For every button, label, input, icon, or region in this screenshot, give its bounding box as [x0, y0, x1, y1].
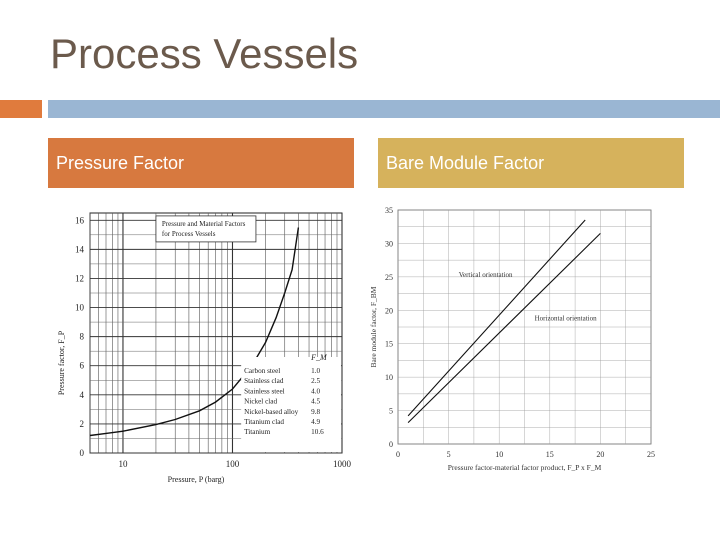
y-tick-label: 25 [385, 273, 393, 282]
legend-entry-value: 9.8 [311, 408, 320, 416]
pressure-factor-curve [89, 227, 300, 437]
legend-entry-value: 4.0 [311, 387, 320, 395]
x-tick-label: 15 [546, 450, 554, 459]
accent-bar-orange [0, 100, 42, 118]
y-tick-label: 12 [75, 273, 84, 283]
y-tick-label: 6 [80, 361, 85, 371]
x-tick-label: 100 [226, 459, 240, 469]
bare-module-factor-chart: 0 5 10 15 20 25 30 35 0 5 10 15 20 25 Pressure factor-… [369, 206, 655, 472]
y-tick-label: 8 [80, 332, 85, 342]
y-tick-label: 10 [385, 373, 393, 382]
inset-title-line: for Process Vessels [162, 230, 216, 238]
inset-title-box [155, 215, 257, 243]
legend-entry-value: 4.9 [311, 418, 320, 426]
legend-entry-value: 1.0 [311, 367, 320, 375]
y-tick-label: 15 [385, 340, 393, 349]
x-tick-label: 0 [396, 450, 400, 459]
legend-entry-label: Carbon steel [244, 367, 280, 375]
x-tick-label: 20 [596, 450, 604, 459]
slide-title: Process Vessels [50, 30, 359, 77]
legend-box [241, 357, 341, 452]
x-tick-label: 5 [447, 450, 451, 459]
x-tick-label: 25 [647, 450, 655, 459]
y-tick-label: 30 [385, 239, 393, 248]
legend-header: F_M [310, 353, 328, 362]
legend-entry-label: Titanium clad [244, 418, 284, 426]
pressure-factor-header: Pressure Factor [48, 138, 354, 188]
y-tick-label: 35 [385, 206, 393, 215]
y-tick-label: 0 [80, 448, 85, 458]
y-tick-label: 20 [385, 306, 393, 315]
y-axis-label: Bare module factor, F_BM [369, 286, 378, 367]
series-annotation: Vertical orientation [459, 271, 513, 279]
y-tick-label: 5 [389, 407, 393, 416]
x-tick-label: 1000 [333, 459, 352, 469]
y-tick-label: 4 [80, 390, 85, 400]
legend-entry-value: 4.5 [311, 398, 320, 406]
y-tick-label: 2 [80, 419, 85, 429]
y-tick-label: 14 [75, 244, 85, 254]
x-axis-label: Pressure factor-material factor product,… [448, 463, 602, 472]
legend-entry-value: 2.5 [311, 377, 320, 385]
y-tick-label: 0 [389, 440, 393, 449]
y-tick-label: 16 [75, 215, 85, 225]
x-axis-label: Pressure, P (barg) [168, 475, 225, 484]
vertical-orientation-line [407, 219, 586, 417]
legend-entry-label: Nickel-based alloy [244, 408, 298, 416]
accent-bar-blue [48, 100, 720, 118]
y-tick-label: 10 [75, 303, 85, 313]
legend-entry-label: Stainless steel [244, 387, 285, 395]
legend-entry-label: Titanium [244, 428, 271, 436]
series-annotation: Horizontal orientation [535, 314, 598, 322]
x-tick-label: 10 [495, 450, 503, 459]
inset-title-line: Pressure and Material Factors [162, 220, 246, 228]
y-axis-label: Pressure factor, F_P [57, 330, 66, 395]
x-tick-label: 10 [118, 459, 128, 469]
legend-entry-value: 10.6 [311, 428, 324, 436]
horizontal-orientation-line [407, 233, 601, 423]
legend-entry-label: Stainless clad [244, 377, 284, 385]
bare-module-factor-header: Bare Module Factor [378, 138, 684, 188]
legend-entry-label: Nickel clad [244, 398, 277, 406]
pressure-factor-chart: 0 2 4 6 8 10 12 14 16 10 100 1000 Pressure, P (barg)… [57, 212, 352, 484]
